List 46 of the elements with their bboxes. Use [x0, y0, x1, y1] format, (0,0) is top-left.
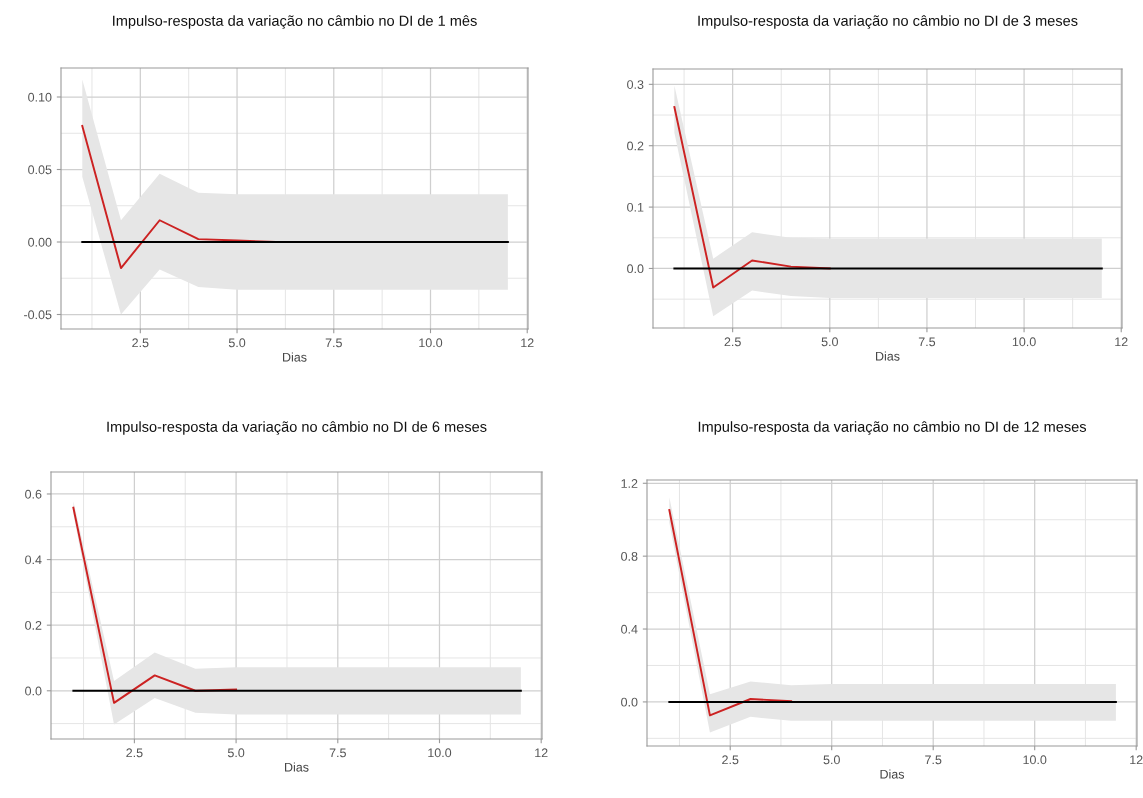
- x-tick-label: 5.0: [227, 748, 245, 758]
- y-tick-label: 0.4: [621, 624, 638, 634]
- x-tick-label: 12: [535, 748, 548, 758]
- y-tick-label: 1.2: [621, 479, 638, 488]
- x-axis-title: Dias: [880, 769, 905, 779]
- y-tick-label: 0.1: [627, 202, 644, 212]
- y-tick-label: 0.10: [28, 92, 52, 102]
- x-tick-label: 2.5: [132, 338, 149, 348]
- x-tick-label: 7.5: [918, 337, 936, 347]
- line-series: [668, 509, 793, 717]
- chart-title: Impulso-resposta da variação no câmbio no DI de 12 meses: [698, 421, 1087, 435]
- x-tick-label: 10.0: [419, 338, 443, 348]
- y-tick-label: 0.3: [627, 80, 644, 89]
- x-tick-label: 12: [1130, 755, 1143, 765]
- chart-title: Impulso-resposta da variação no câmbio no DI de 1 mês: [113, 15, 477, 29]
- x-tick-label: 12: [1115, 337, 1128, 347]
- y-tick-label: 0.0: [25, 686, 42, 696]
- x-tick-label: 5.0: [823, 755, 840, 765]
- y-tick-label: 0.2: [25, 620, 42, 630]
- x-axis-title: Dias: [283, 352, 307, 362]
- chart-title: Impulso-resposta da variação no câmbio no DI de 6 meses: [107, 421, 487, 435]
- x-tick-label: 7.5: [925, 755, 942, 765]
- x-tick-label: 12: [521, 338, 534, 348]
- x-tick-label: 10.0: [1023, 755, 1047, 765]
- y-tick-label: 0.6: [25, 489, 42, 499]
- x-axis-title: Dias: [285, 762, 309, 772]
- x-tick-label: 10.0: [1012, 337, 1036, 347]
- x-tick-label: 7.5: [325, 338, 342, 348]
- y-tick-label: 0.0: [621, 697, 638, 707]
- line-series: [72, 506, 238, 704]
- x-axis-title: Dias: [876, 351, 900, 361]
- x-tick-label: 2.5: [126, 748, 143, 758]
- y-tick-label: 0.4: [25, 555, 42, 565]
- y-tick-label: 0.0: [627, 264, 644, 274]
- x-tick-label: 2.5: [724, 337, 741, 347]
- y-tick-label: 0.05: [28, 165, 52, 175]
- y-tick-label: 0.00: [28, 237, 52, 247]
- x-tick-label: 7.5: [329, 748, 346, 758]
- chart-title: Impulso-resposta da variação no câmbio no DI de 3 meses: [698, 15, 1078, 29]
- y-tick-label: 0.8: [621, 551, 638, 561]
- y-tick-label: -0.05: [24, 310, 52, 320]
- x-tick-label: 5.0: [821, 337, 838, 347]
- y-tick-label: 0.2: [627, 141, 644, 151]
- x-tick-label: 10.0: [428, 748, 452, 758]
- x-tick-label: 2.5: [722, 755, 739, 765]
- x-tick-label: 5.0: [228, 338, 246, 348]
